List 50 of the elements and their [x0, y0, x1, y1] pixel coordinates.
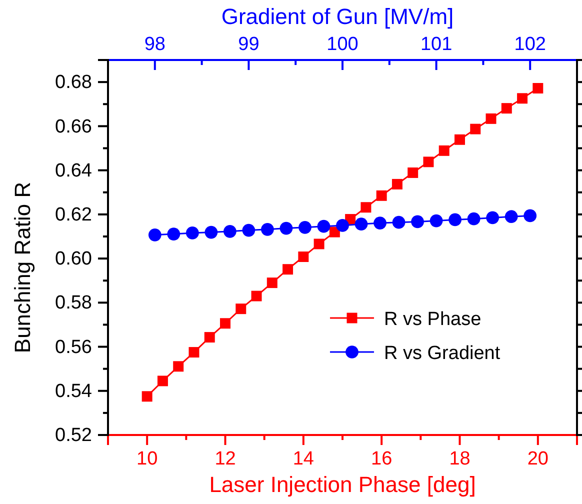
- point: [423, 156, 434, 168]
- y-tick-label: 0.54: [55, 380, 92, 402]
- point: [329, 226, 340, 238]
- point: [486, 113, 496, 124]
- x-tick-label: 20: [527, 448, 548, 470]
- x2-tick-label: 100: [326, 34, 358, 56]
- x-tick-label: 14: [292, 448, 314, 470]
- point: [220, 318, 230, 329]
- point: [408, 167, 418, 178]
- x2-tick-label: 99: [238, 34, 260, 56]
- point: [251, 290, 262, 302]
- point: [204, 332, 215, 343]
- point: [501, 103, 512, 114]
- x2-axis-title: Gradient of Gun [MV/m]: [221, 4, 454, 29]
- point: [532, 82, 544, 94]
- point: [142, 391, 152, 402]
- y-tick-label: 0.68: [55, 72, 92, 94]
- point: [454, 134, 465, 145]
- point: [298, 252, 309, 262]
- point: [470, 124, 481, 134]
- x2-tick-label: 102: [514, 34, 546, 56]
- x-tick-label: 12: [214, 448, 236, 470]
- point: [157, 376, 168, 386]
- point: [236, 304, 246, 314]
- point: [266, 278, 278, 288]
- y-tick-label: 0.58: [55, 292, 92, 314]
- y-tick-label: 0.56: [55, 336, 92, 358]
- y-axis-title: Bunching Ratio R: [10, 182, 35, 354]
- point: [360, 202, 372, 213]
- point: [282, 264, 294, 275]
- legend-label: R vs Phase: [384, 309, 482, 330]
- point: [517, 93, 528, 104]
- y-tick-label: 0.64: [55, 160, 92, 182]
- point: [392, 178, 402, 190]
- point: [438, 145, 450, 156]
- x-tick-label: 10: [136, 448, 158, 470]
- y-tick-label: 0.60: [55, 248, 92, 270]
- point: [314, 238, 324, 250]
- y-tick-label: 0.62: [55, 204, 92, 226]
- point: [188, 347, 200, 358]
- x2-tick-label: 98: [144, 34, 166, 56]
- x2-tick-label: 101: [420, 34, 452, 56]
- x-tick-label: 16: [371, 448, 392, 470]
- legend-label: R vs Gradient: [384, 343, 501, 364]
- x-axis-title: Laser Injection Phase [deg]: [209, 472, 476, 497]
- point: [376, 190, 387, 201]
- point: [173, 361, 184, 372]
- y-tick-label: 0.66: [55, 116, 92, 138]
- y-tick-label: 0.52: [55, 425, 92, 446]
- x-tick-label: 18: [449, 448, 470, 470]
